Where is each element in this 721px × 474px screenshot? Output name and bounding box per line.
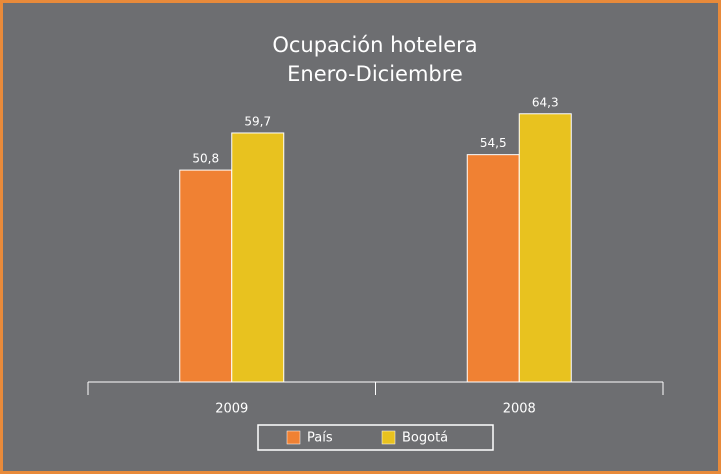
data-label: 59,7 — [244, 114, 271, 128]
x-tick-label: 2009 — [215, 402, 248, 417]
data-label: 50,8 — [192, 152, 219, 166]
chart-subtitle: Enero-Diciembre — [287, 62, 463, 86]
legend-swatch — [286, 430, 301, 445]
data-label: 64,3 — [532, 95, 559, 109]
bar — [466, 154, 520, 383]
chart-title: Ocupación hotelera — [272, 33, 477, 57]
legend-label: País — [307, 431, 333, 446]
bar — [231, 132, 285, 383]
data-label: 54,5 — [480, 136, 507, 150]
legend-swatch — [381, 430, 396, 445]
bar — [179, 169, 233, 383]
bar — [518, 113, 572, 383]
legend-label: Bogotá — [402, 431, 448, 446]
x-tick-label: 2008 — [503, 402, 536, 417]
legend-box — [257, 424, 494, 451]
